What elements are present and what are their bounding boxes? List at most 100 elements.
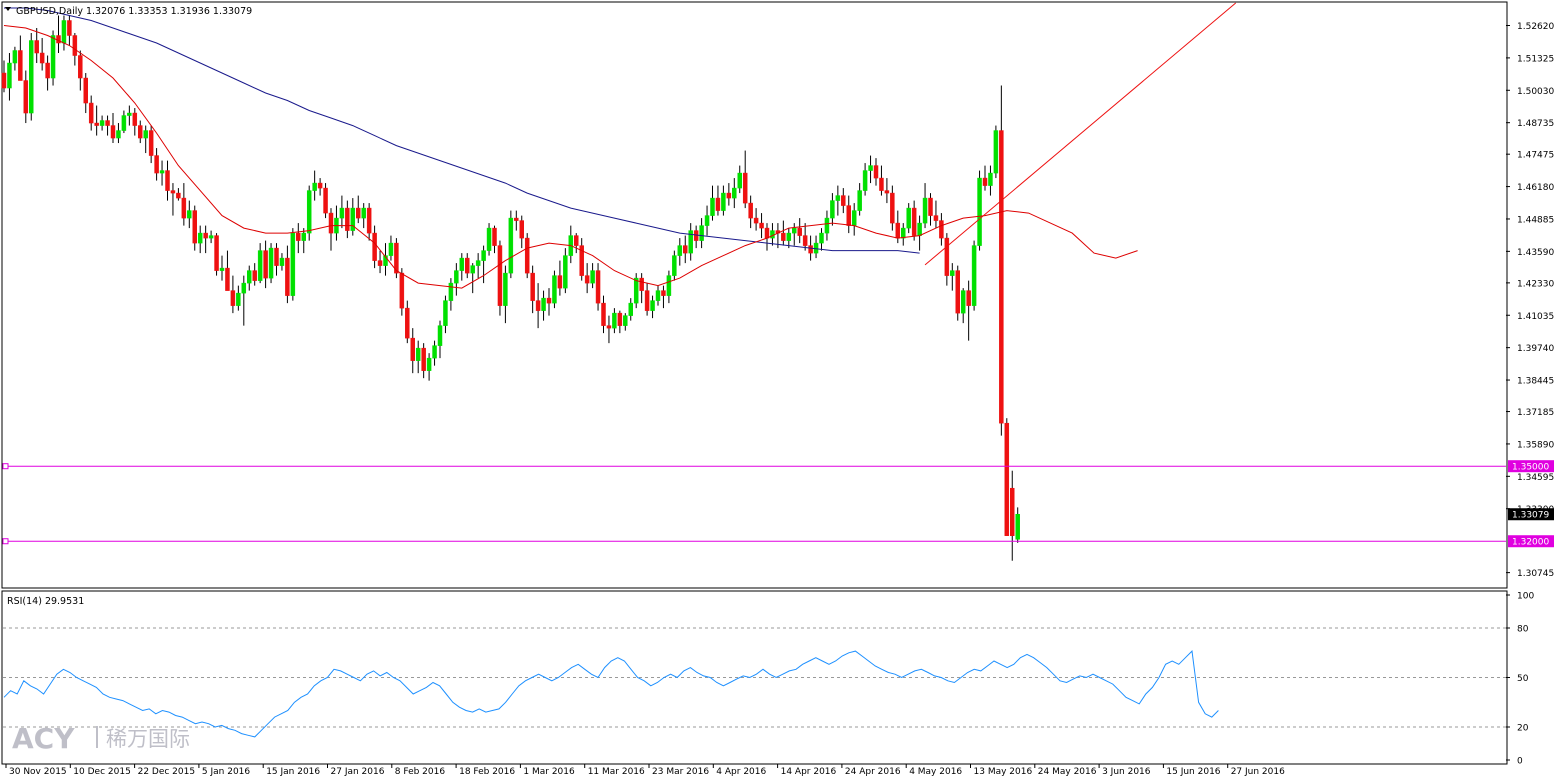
bear-candle-body — [999, 130, 1004, 424]
symbol-info: GBPUSD,Daily 1.32076 1.33353 1.31936 1.3… — [16, 6, 252, 17]
bear-candle-body — [759, 222, 764, 229]
bull-candle-body — [443, 300, 448, 326]
level-price-label: 1.35000 — [1512, 463, 1549, 473]
date-tick-label: 13 May 2016 — [974, 767, 1033, 777]
bear-candle-body — [535, 300, 541, 311]
bull-candle-body — [655, 290, 661, 301]
bear-candle-body — [530, 272, 535, 301]
bull-candle-body — [475, 260, 481, 266]
bear-candle-body — [105, 120, 110, 126]
price-tick-label: 1.50030 — [1517, 87, 1554, 97]
bear-candle-body — [214, 235, 219, 271]
bull-candle-body — [127, 112, 132, 116]
bear-candle-body — [421, 347, 426, 371]
bull-candle-body — [672, 255, 677, 276]
bull-candle-body — [241, 282, 247, 294]
price-tick-label: 1.35890 — [1517, 440, 1554, 450]
bull-candle-body — [99, 120, 105, 126]
bull-candle-body — [29, 40, 34, 114]
bear-candle-body — [639, 277, 644, 291]
bull-candle-body — [187, 210, 192, 219]
bear-candle-body — [170, 190, 176, 194]
bear-candle-body — [584, 275, 590, 284]
bull-candle-body — [721, 192, 726, 211]
bear-candle-body — [181, 197, 187, 219]
bull-candle-body — [508, 217, 514, 274]
fast-moving-average-line — [3, 25, 1138, 289]
bull-candle-body — [121, 115, 127, 131]
bull-candle-body — [612, 312, 617, 329]
rsi-tick-label: 100 — [1517, 592, 1534, 602]
trendline — [924, 2, 1237, 266]
bear-candle-body — [524, 237, 530, 274]
rsi-levels — [3, 627, 1506, 728]
price-tick-label: 1.38445 — [1517, 377, 1554, 387]
bear-candle-body — [165, 170, 170, 191]
bull-candle-body — [950, 270, 955, 276]
bull-candle-body — [448, 282, 454, 301]
date-tick-label: 1 Mar 2016 — [523, 767, 575, 777]
watermark-cn: 稀万国际 — [106, 727, 190, 751]
bear-candle-body — [345, 207, 350, 231]
bear-candle-body — [399, 272, 405, 309]
bull-candle-body — [50, 35, 56, 79]
collapse-triangle-icon[interactable] — [5, 7, 11, 11]
bear-candle-body — [274, 247, 279, 266]
bear-candle-body — [230, 290, 236, 306]
date-tick-label: 24 Apr 2016 — [845, 767, 901, 777]
bear-candle-body — [132, 112, 138, 126]
bull-candle-body — [361, 207, 366, 219]
bear-candle-body — [797, 227, 802, 236]
date-tick-label: 8 Feb 2016 — [395, 767, 446, 777]
bull-candle-body — [792, 227, 797, 234]
bull-candle-body — [851, 210, 857, 226]
bull-candle-body — [306, 190, 312, 234]
level-anchor-handle — [2, 538, 9, 545]
bear-candle-body — [873, 165, 879, 179]
bull-candle-body — [290, 232, 296, 296]
bull-candle-body — [819, 232, 824, 244]
bear-candle-body — [192, 210, 197, 244]
bull-candle-body — [563, 255, 568, 289]
price-tick-label: 1.30745 — [1517, 569, 1554, 579]
bear-candle-body — [982, 177, 988, 186]
bear-candle-body — [34, 40, 39, 54]
bear-candle-body — [83, 77, 88, 104]
price-tick-label: 1.41035 — [1517, 312, 1554, 322]
bull-candle-body — [247, 270, 252, 284]
bear-candle-body — [606, 325, 612, 329]
bear-candle-body — [285, 257, 290, 296]
bear-candle-body — [514, 217, 519, 221]
bear-candle-body — [933, 215, 939, 221]
bear-candle-body — [644, 290, 650, 311]
price-tick-label: 1.47475 — [1517, 151, 1554, 161]
bull-candle-body — [301, 232, 306, 241]
bear-candle-body — [742, 172, 748, 204]
bear-candle-body — [955, 270, 960, 314]
slow-moving-average-line — [4, 7, 920, 254]
watermark-divider — [96, 726, 98, 748]
price-tick-label: 1.34595 — [1517, 473, 1554, 483]
bear-candle-body — [377, 260, 383, 266]
rsi-axis: 0 20 50 80 100 — [1506, 592, 1534, 767]
date-tick-label: 10 Dec 2015 — [73, 767, 131, 777]
bull-candle-body — [666, 275, 672, 296]
bear-candle-body — [911, 207, 917, 236]
bear-candle-body — [895, 222, 901, 239]
bear-candle-body — [841, 195, 846, 206]
bull-candle-body — [732, 187, 737, 199]
bull-candle-body — [268, 247, 274, 279]
bear-candle-body — [748, 202, 753, 219]
bull-candle-body — [960, 290, 966, 314]
bear-candle-body — [23, 80, 29, 114]
price-tick-label: 1.46180 — [1517, 183, 1554, 193]
bull-candle-body — [219, 267, 225, 271]
bull-candle-body — [917, 222, 922, 236]
bear-candle-body — [18, 50, 23, 81]
current-price-label: 1.33079 — [1512, 511, 1549, 521]
date-tick-label: 3 Jun 2016 — [1102, 767, 1151, 777]
bear-candle-body — [726, 192, 732, 199]
bear-candle-body — [88, 102, 94, 124]
bull-candle-body — [906, 207, 911, 229]
